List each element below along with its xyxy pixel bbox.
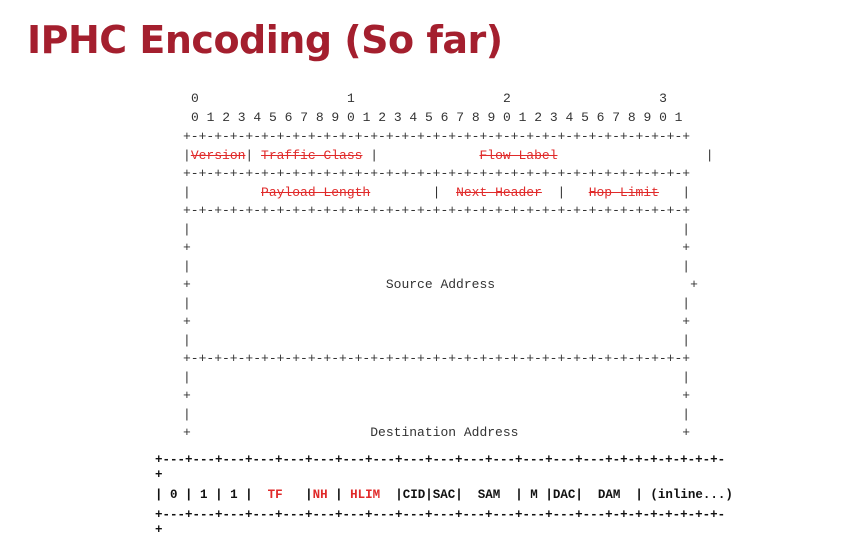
- field-version: Version: [190, 148, 246, 163]
- iphc-sac: SAC: [432, 488, 456, 502]
- iphc-inline: (inline...): [650, 488, 733, 502]
- bit-ruler-ones: 0 1 2 3 4 5 6 7 8 9 0 1 2 3 4 5 6 7 8 9 …: [191, 110, 683, 125]
- iphc-nh: NH: [312, 488, 328, 502]
- iphc-dam: DAM: [597, 488, 621, 502]
- iphc-tf: TF: [267, 488, 283, 502]
- iphc-border-bottom: +---+---+---+---+---+---+---+---+---+---…: [155, 508, 726, 522]
- iphc-hlim: HLIM: [350, 488, 381, 502]
- header-border-row3: +-+-+-+-+-+-+-+-+-+-+-+-+-+-+-+-+-+-+-+-…: [183, 351, 691, 366]
- iphc-border-top: +---+---+---+---+---+---+---+---+---+---…: [155, 453, 726, 467]
- field-traffic-class: Traffic Class: [261, 148, 363, 163]
- header-border-row2: +-+-+-+-+-+-+-+-+-+-+-+-+-+-+-+-+-+-+-+-…: [183, 203, 691, 218]
- iphc-bit-0: 0: [170, 488, 178, 502]
- bit-ruler-tens: 0 1 2 3: [191, 91, 667, 106]
- iphc-bit-2: 1: [230, 488, 238, 502]
- page-title: IPHC Encoding (So far): [27, 18, 503, 62]
- iphc-m: M: [530, 488, 538, 502]
- iphc-border-bottom-tail: +: [155, 523, 163, 537]
- iphc-sam: SAM: [477, 488, 501, 502]
- header-border-row1: +-+-+-+-+-+-+-+-+-+-+-+-+-+-+-+-+-+-+-+-…: [183, 166, 691, 181]
- field-next-header: Next Header: [456, 185, 542, 200]
- header-row-payload: | Payload Length | Next Header | Hop Lim…: [183, 185, 691, 200]
- header-row-source: + Source Address +: [183, 277, 698, 292]
- iphc-dac: DAC: [552, 488, 576, 502]
- field-payload-length: Payload Length: [261, 185, 371, 200]
- iphc-bit-1: 1: [200, 488, 208, 502]
- header-row-version: |Version| Traffic Class | Flow Label |: [183, 148, 714, 163]
- field-destination-address: Destination Address: [370, 425, 519, 440]
- field-hop-limit: Hop Limit: [588, 185, 659, 200]
- field-flow-label: Flow Label: [479, 148, 558, 163]
- iphc-cid: CID: [402, 488, 426, 502]
- iphc-encoding-row: | 0 | 1 | 1 | TF |NH | HLIM |CID|SAC| SA…: [155, 488, 733, 502]
- header-border-top: +-+-+-+-+-+-+-+-+-+-+-+-+-+-+-+-+-+-+-+-…: [183, 129, 691, 144]
- header-row-destination: + Destination Address +: [183, 425, 691, 440]
- field-source-address: Source Address: [385, 277, 496, 292]
- iphc-border-top-tail: +: [155, 468, 163, 482]
